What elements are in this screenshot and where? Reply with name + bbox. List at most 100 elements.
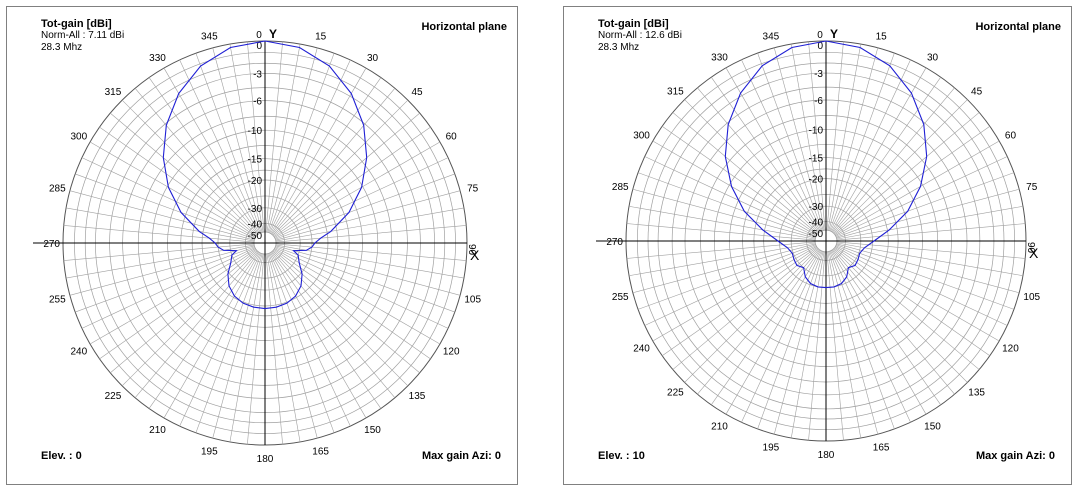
max-gain-label: Max gain Azi: 0: [975, 450, 1055, 462]
grid-spoke: [836, 172, 1015, 238]
grid-spoke: [836, 205, 1024, 240]
grid-spoke: [148, 77, 259, 235]
grid-spoke: [66, 207, 255, 242]
angle-label: 15: [876, 31, 888, 42]
grid-spoke: [830, 59, 911, 232]
grid-spoke: [270, 67, 367, 234]
grid-spoke: [652, 140, 817, 236]
radial-tick-label: -30: [248, 204, 263, 215]
angle-label: 90: [1025, 242, 1036, 254]
grid-spoke: [835, 246, 1000, 342]
grid-spoke: [632, 188, 816, 239]
grid-spoke: [672, 112, 818, 235]
grid-spoke: [725, 67, 821, 232]
grid-spoke: [741, 59, 822, 232]
grid-spoke: [269, 252, 351, 427]
grid-spoke: [272, 99, 409, 236]
grid-spoke: [89, 141, 256, 238]
grid-spoke: [269, 59, 351, 234]
grid-spoke: [275, 173, 455, 240]
grid-spoke: [273, 126, 431, 237]
grid-spoke: [275, 207, 464, 242]
grid-spoke: [832, 87, 955, 233]
grid-spoke: [134, 251, 259, 398]
grid-spoke: [626, 223, 816, 241]
grid-spoke: [773, 47, 824, 231]
grid-spoke: [644, 245, 817, 326]
norm-label: Norm-All : 12.6 dBi: [598, 30, 682, 41]
grid-spoke: [75, 246, 255, 313]
grid-spoke: [274, 141, 441, 238]
radiation-pattern-trace: [162, 40, 368, 310]
grid-spoke: [835, 156, 1008, 237]
grid-spoke: [274, 248, 441, 345]
grid-spoke: [652, 246, 817, 342]
grid-spoke: [644, 156, 817, 237]
frequency-label: 28.3 Mhz: [598, 42, 640, 53]
grid-spoke: [273, 249, 431, 360]
grid-spoke: [834, 247, 980, 370]
grid-spoke: [195, 253, 262, 433]
angle-label: 210: [711, 421, 728, 432]
grid-spoke: [275, 245, 461, 296]
grid-spoke: [757, 251, 823, 430]
grid-spoke: [274, 247, 449, 329]
grid-spoke: [834, 246, 991, 356]
grid-spoke: [741, 250, 822, 423]
radial-tick-label: -6: [253, 97, 262, 108]
angle-label: 330: [149, 53, 166, 64]
grid-spoke: [836, 223, 1026, 241]
angle-label: 255: [612, 292, 629, 303]
angle-label: 345: [763, 31, 780, 42]
grid-spoke: [63, 243, 255, 261]
radial-tick-label: -50: [248, 231, 263, 242]
grid-spoke: [265, 41, 283, 233]
grid-spoke: [637, 172, 816, 238]
grid-spoke: [179, 59, 261, 234]
grid-spoke: [628, 205, 816, 240]
angle-label: 120: [443, 347, 460, 358]
plot-title: Tot-gain [dBi]: [598, 18, 669, 30]
radial-tick-label: -30: [809, 202, 824, 213]
polar-plot-panel: 0 -3 -6 -10 -15 -20 -30 -40 -50 0 15 30 45 60 75 90 105 1…: [563, 6, 1072, 485]
grid-spoke: [271, 251, 396, 398]
plot-title: Tot-gain [dBi]: [41, 18, 112, 30]
angle-label: 135: [968, 388, 985, 399]
grid-spoke: [121, 250, 258, 387]
radial-tick-label: -40: [248, 219, 263, 230]
angle-label: 195: [201, 447, 218, 458]
grid-spoke: [179, 252, 261, 427]
radial-tick-label: -10: [248, 126, 263, 137]
grid-spoke: [830, 250, 911, 423]
radial-tick-label: -3: [814, 69, 823, 80]
y-axis-letter: Y: [830, 27, 838, 41]
grid-spoke: [275, 246, 455, 313]
grid-spoke: [63, 225, 255, 243]
grid-spoke: [833, 248, 968, 383]
grid-spoke: [272, 250, 409, 387]
radial-tick-label: 0: [256, 41, 262, 52]
radial-tick-label: -50: [809, 229, 824, 240]
grid-spoke: [271, 88, 396, 235]
grid-spoke: [829, 52, 895, 231]
radial-tick-label: 0: [817, 41, 823, 52]
grid-spoke: [757, 52, 823, 231]
grid-spoke: [831, 250, 927, 415]
grid-spoke: [831, 249, 941, 406]
grid-spoke: [684, 99, 819, 234]
angle-label: 120: [1002, 344, 1019, 355]
grid-spoke: [121, 99, 258, 236]
grid-spoke: [81, 157, 256, 239]
grid-spoke: [697, 87, 820, 233]
angle-label: 300: [70, 132, 87, 143]
grid-spoke: [247, 41, 265, 233]
angle-label: 330: [711, 53, 728, 64]
grid-spoke: [836, 188, 1020, 239]
angle-label: 180: [257, 454, 274, 465]
grid-spoke: [826, 41, 844, 231]
grid-spoke: [229, 253, 264, 442]
angle-label: 240: [70, 347, 87, 358]
grid-spoke: [274, 157, 449, 239]
grid-spoke: [626, 241, 816, 259]
grid-spoke: [835, 140, 1000, 236]
